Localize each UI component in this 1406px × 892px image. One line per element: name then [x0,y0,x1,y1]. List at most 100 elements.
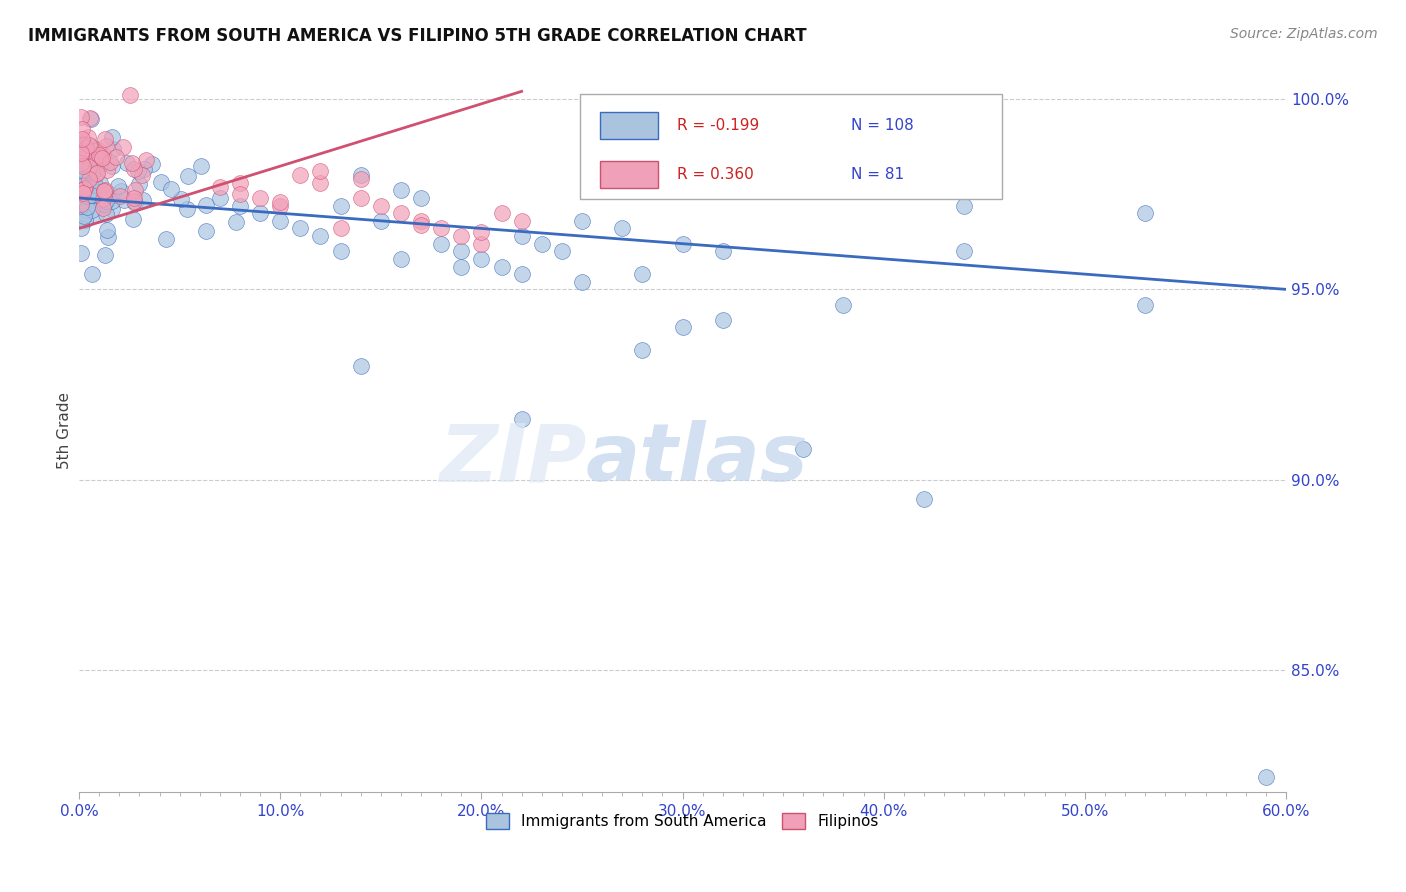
Point [70,110,93,124]
Point [76,185,98,199]
Point [82,188,104,202]
Point [97,230,120,244]
Point [450,229,472,244]
Point [389,206,412,220]
Point [70,131,93,145]
Point [70,156,93,170]
Point [79,137,101,152]
Point [832,297,855,311]
Point [93,184,115,198]
Point [124,191,146,205]
Point [79,178,101,193]
Point [107,179,129,194]
Point [70,211,93,226]
Point [72,171,94,186]
Point [309,176,332,190]
Point [84,208,107,222]
Point [82,176,104,190]
Point [70,220,93,235]
Point [792,442,814,457]
Point [208,191,231,205]
Point [122,162,145,177]
Point [329,244,352,259]
Point [112,193,135,207]
Point [75,196,97,211]
Text: N = 81: N = 81 [852,167,904,182]
Point [177,169,200,183]
Point [225,215,247,229]
Point [229,187,252,202]
Point [350,191,373,205]
Point [135,153,157,168]
Point [73,182,96,196]
Point [269,194,291,209]
Point [329,221,352,235]
Point [86,186,108,200]
Point [80,152,103,166]
Point [93,197,115,211]
Point [551,244,574,259]
Point [912,491,935,506]
Point [631,343,654,358]
Point [70,177,93,191]
Point [77,172,100,186]
Point [208,179,231,194]
Point [470,236,492,251]
Text: R = -0.199: R = -0.199 [676,119,759,134]
Point [132,162,155,177]
Point [76,200,98,214]
Point [90,149,112,163]
Point [70,121,93,136]
Point [229,176,252,190]
Point [510,229,533,244]
Point [1133,297,1156,311]
Point [73,139,96,153]
Point [155,232,177,246]
Point [249,191,271,205]
Point [671,236,693,251]
Point [70,176,93,190]
Point [101,202,124,216]
Point [70,145,93,160]
Point [75,189,97,203]
Point [101,129,124,144]
Point [89,158,111,172]
Point [530,236,553,251]
Point [290,221,312,235]
Point [84,162,107,177]
Point [470,225,492,239]
Point [190,159,212,173]
Point [70,148,93,162]
Point [93,184,115,198]
Point [132,193,155,207]
Point [76,145,98,160]
Point [671,320,693,334]
Point [122,194,145,208]
Point [571,275,593,289]
Point [77,160,100,174]
Point [93,192,115,206]
Point [269,214,291,228]
Text: N = 108: N = 108 [852,119,914,134]
Point [491,206,513,220]
Point [94,132,117,146]
Point [131,168,153,182]
Point [290,168,312,182]
Point [309,229,332,244]
Point [82,187,104,202]
Point [80,140,103,154]
Point [79,111,101,125]
Point [430,221,453,235]
Point [108,189,131,203]
Legend: Immigrants from South America, Filipinos: Immigrants from South America, Filipinos [481,806,884,835]
Point [72,159,94,173]
Point [329,198,352,212]
Point [91,201,114,215]
Point [470,252,492,266]
Point [82,203,104,218]
Text: ZIP: ZIP [439,420,586,498]
Point [118,88,141,103]
Point [450,260,472,274]
Point [75,141,97,155]
Bar [600,112,658,139]
